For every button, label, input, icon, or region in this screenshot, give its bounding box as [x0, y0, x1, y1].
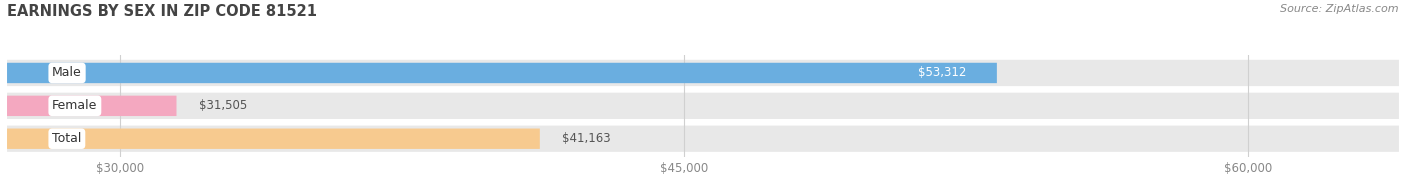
FancyBboxPatch shape — [7, 126, 1399, 152]
Text: $31,505: $31,505 — [200, 99, 247, 112]
FancyBboxPatch shape — [7, 63, 997, 83]
FancyBboxPatch shape — [7, 96, 177, 116]
Text: Total: Total — [52, 132, 82, 145]
Text: Female: Female — [52, 99, 97, 112]
Text: EARNINGS BY SEX IN ZIP CODE 81521: EARNINGS BY SEX IN ZIP CODE 81521 — [7, 4, 316, 19]
FancyBboxPatch shape — [7, 93, 1399, 119]
Text: $41,163: $41,163 — [562, 132, 612, 145]
FancyBboxPatch shape — [7, 129, 540, 149]
Text: Source: ZipAtlas.com: Source: ZipAtlas.com — [1281, 4, 1399, 14]
FancyBboxPatch shape — [7, 60, 1399, 86]
Text: Male: Male — [52, 66, 82, 79]
Text: $53,312: $53,312 — [918, 66, 967, 79]
